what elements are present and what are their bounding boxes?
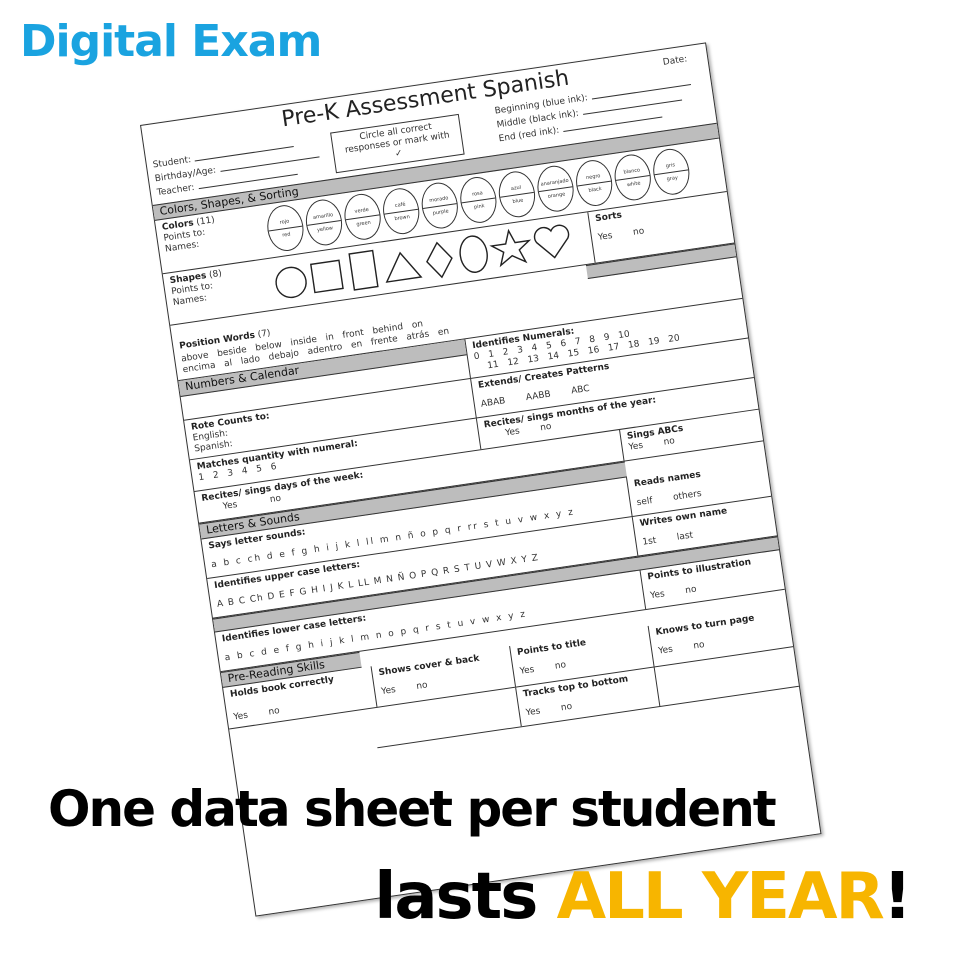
color-oval: amarillo yellow [302, 197, 346, 248]
color-spanish: azul [510, 184, 522, 192]
color-spanish: negro [585, 172, 601, 181]
oval-icon [459, 235, 488, 273]
tagline-line1: One data sheet per student [48, 780, 777, 838]
color-spanish: morado [428, 194, 449, 204]
color-english: yellow [316, 224, 334, 234]
divider [422, 202, 457, 209]
divider [461, 196, 496, 203]
tagline-all-year: ALL YEAR [556, 860, 885, 934]
color-english: blue [512, 196, 524, 205]
color-oval: rosa pink [457, 174, 500, 226]
divider [345, 213, 380, 220]
star-icon [489, 228, 532, 268]
date-field: Date: [662, 54, 688, 68]
shapes-cell: Shapes (8) Points to: Names: [162, 212, 596, 325]
square-icon [309, 259, 344, 294]
color-oval: rojo red [264, 202, 307, 254]
divider [384, 208, 419, 215]
divider [654, 168, 689, 175]
shape-icons [275, 224, 570, 299]
heart-icon [533, 224, 570, 259]
color-spanish: rosa [471, 189, 484, 198]
color-oval: verde green [341, 191, 384, 243]
assessment-sheet: Pre-K Assessment Spanish Date: Circle al… [140, 42, 822, 917]
sorts-label: Sorts [594, 210, 623, 225]
position-count: (7) [257, 328, 272, 341]
color-oval: blanco white [611, 152, 654, 203]
color-english: pink [473, 202, 485, 211]
color-spanish: verde [354, 206, 370, 215]
color-oval: gris gray [650, 146, 693, 198]
rectangle-icon [348, 249, 379, 291]
ptitle-label: Points to title [516, 638, 587, 659]
shapes-row: Shapes (8) Points to: Names: Sorts Yes n… [162, 191, 735, 326]
color-spanish: gris [665, 161, 676, 169]
holds-options: Yes no [232, 706, 281, 723]
tagline-line2: lasts ALL YEAR! [374, 860, 912, 934]
readsnames-label: Reads names [633, 469, 702, 490]
color-english: purple [432, 207, 450, 217]
color-oval: anaranjado orange [534, 163, 577, 215]
color-english: orange [547, 190, 566, 200]
shapes-count: (8) [208, 268, 223, 281]
color-oval: negro black [573, 157, 616, 209]
divider [268, 225, 303, 232]
brand-title: Digital Exam [20, 16, 322, 67]
circle-icon [275, 266, 307, 299]
color-english: gray [666, 174, 679, 183]
color-spanish: blanco [623, 166, 641, 176]
triangle-icon [385, 251, 423, 283]
color-english: green [355, 219, 372, 228]
color-oval: café brown [380, 185, 423, 237]
color-oval: morado purple [418, 180, 461, 231]
color-spanish: amarillo [312, 211, 334, 221]
divider [307, 219, 341, 226]
divider [615, 174, 650, 181]
color-spanish: rojo [279, 218, 290, 226]
color-spanish: café [394, 201, 406, 209]
color-oval: azul blue [495, 168, 539, 220]
tagline-exclaim: ! [882, 860, 912, 934]
diamond-icon [426, 241, 453, 279]
color-english: white [626, 179, 641, 188]
color-english: black [588, 185, 603, 194]
divider [577, 180, 612, 186]
tagline-lasts: lasts [374, 860, 557, 934]
divider [500, 191, 534, 198]
colors-count: (11) [195, 215, 216, 228]
color-english: brown [394, 213, 411, 222]
color-english: red [281, 230, 291, 239]
